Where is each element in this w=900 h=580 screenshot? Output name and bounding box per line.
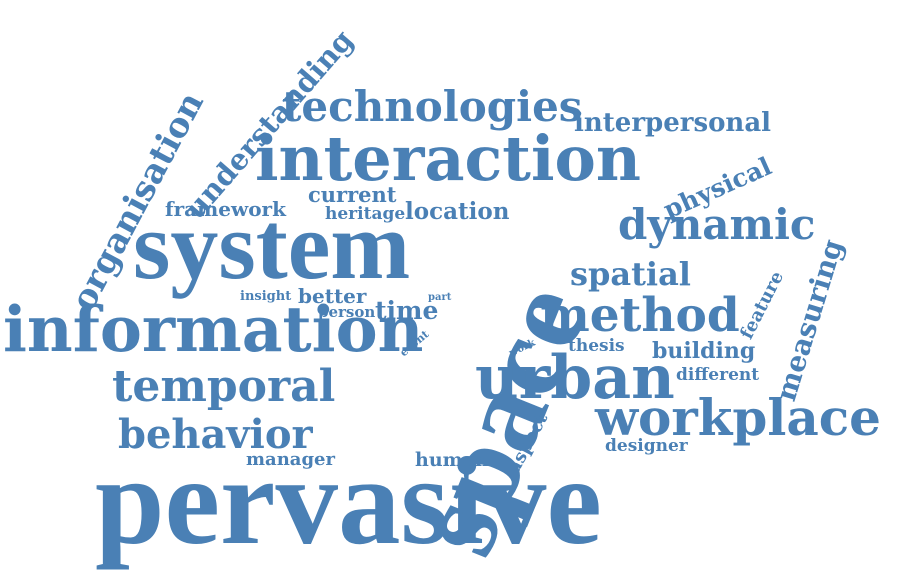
word-temporal: temporal [112,361,336,412]
word-building: building [652,338,756,364]
word-urban: urban [475,343,675,413]
word-person: person [318,303,376,321]
word-current: current [308,182,397,207]
word-method: method [540,288,740,343]
word-system: system [133,192,411,299]
word-feature: feature [736,267,789,343]
word-technologies: technologies [282,82,583,131]
word-different: different [676,365,760,385]
word-dynamic: dynamic [618,200,816,249]
word-behavior: behavior [118,411,313,458]
word-designer: designer [605,436,688,456]
word-thesis: thesis [568,336,625,356]
word-part: part [428,292,452,303]
word-manager: manager [246,449,335,470]
word-measuring: measuring [769,235,850,405]
word-location: location [405,198,510,225]
word-insight: insight [240,289,292,304]
word-interaction: interaction [255,122,641,195]
word-spatial: spatial [570,255,691,293]
word-human: human [415,449,489,471]
word-interpersonal: interpersonal [574,108,772,138]
word-better: better [298,284,367,308]
word-framework: framework [165,197,286,221]
word-pervasive: pervasive [95,433,602,571]
word-time: time [375,296,439,325]
word-heritage: heritage [325,204,406,224]
word-information: information [3,292,424,366]
word-workplace: workplace [595,388,881,447]
